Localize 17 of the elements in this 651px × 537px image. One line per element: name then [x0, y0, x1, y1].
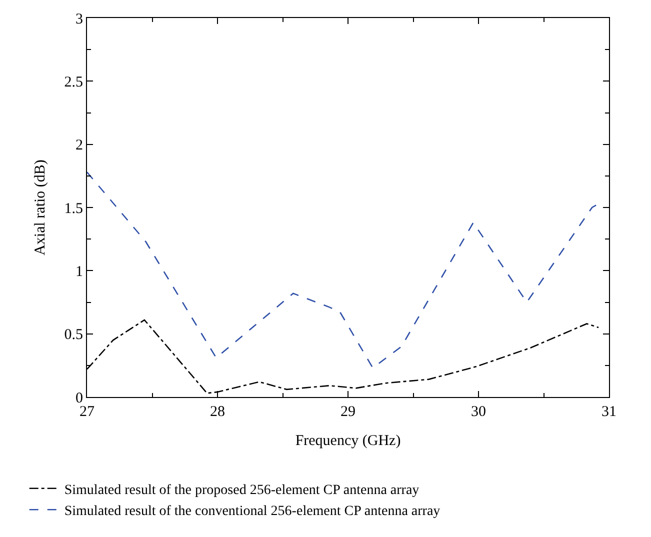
- x-tick-label: 29: [340, 404, 356, 420]
- x-tick-label: 30: [471, 404, 486, 420]
- legend-label: Simulated result of the conventional 256-element CP antenna array: [64, 504, 440, 520]
- y-tick-label: 0: [76, 390, 83, 406]
- x-axis-title: Frequency (GHz): [295, 433, 401, 449]
- y-tick-label: 1: [76, 264, 83, 280]
- y-tick-label: 0.5: [64, 327, 83, 344]
- x-tick-label: 27: [80, 404, 95, 420]
- line-series: [87, 171, 600, 369]
- y-tick-label: 1.5: [64, 200, 83, 217]
- x-tick-label: 28: [210, 404, 225, 420]
- y-tick-label: 2: [76, 138, 83, 154]
- y-tick-label: 2.5: [64, 74, 83, 90]
- x-tick-label: 31: [602, 404, 616, 420]
- y-axis-title: Axial ratio (dB): [32, 160, 48, 256]
- y-tick-label: 3: [76, 11, 83, 28]
- legend-label: Simulated result of the proposed 256-element CP antenna array: [64, 482, 420, 498]
